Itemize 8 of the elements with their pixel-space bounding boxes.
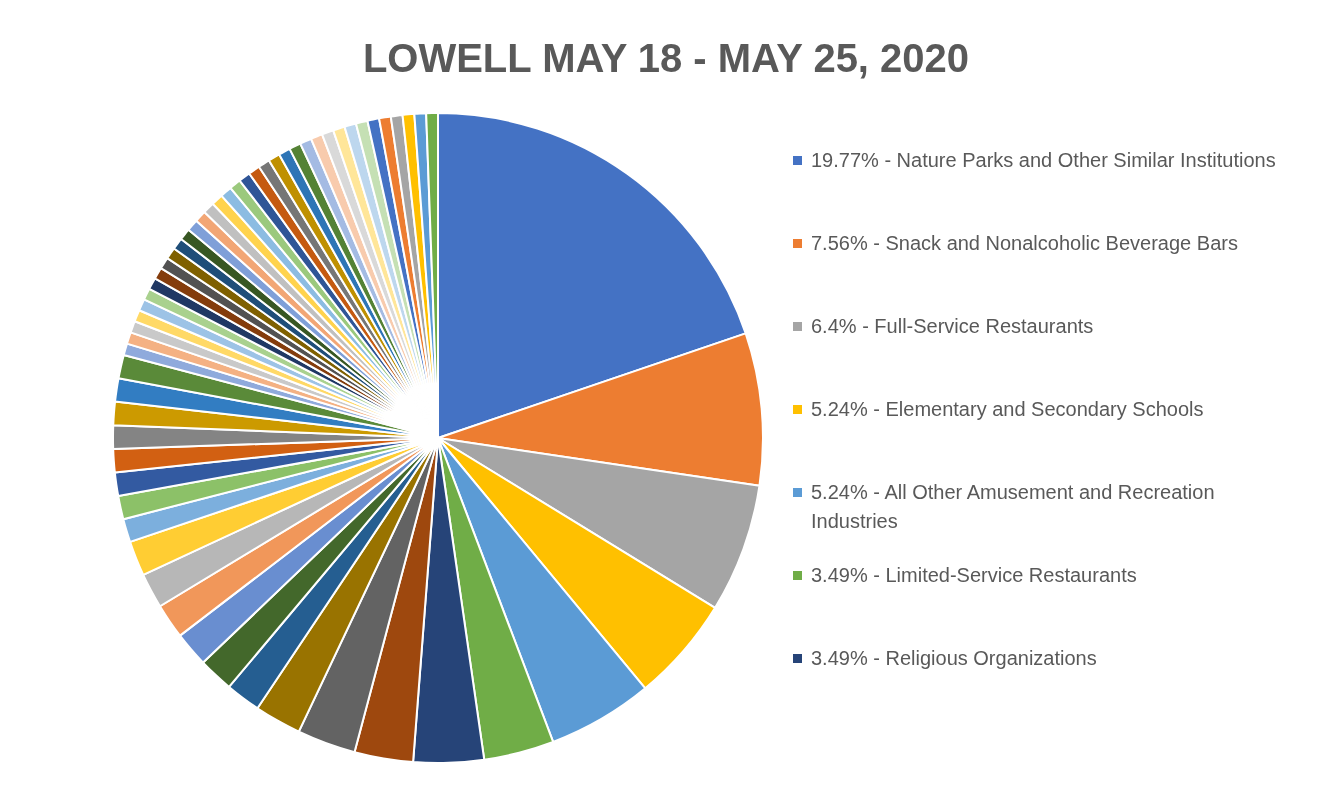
legend-label: 7.56% - Snack and Nonalcoholic Beverage Bars: [811, 231, 1238, 256]
legend-label: 5.24% - All Other Amusement and Recreation Industries: [811, 480, 1216, 534]
legend-label: 3.49% - Limited-Service Restaurants: [811, 563, 1137, 588]
legend-label: 3.49% - Religious Organizations: [811, 646, 1097, 671]
chart-title: LOWELL MAY 18 - MAY 25, 2020: [361, 36, 971, 81]
legend-label: 5.24% - Elementary and Secondary Schools: [811, 397, 1204, 422]
legend-label: 19.77% - Nature Parks and Other Similar Institutions: [811, 148, 1276, 173]
legend-label: 6.4% - Full-Service Restaurants: [811, 314, 1094, 339]
